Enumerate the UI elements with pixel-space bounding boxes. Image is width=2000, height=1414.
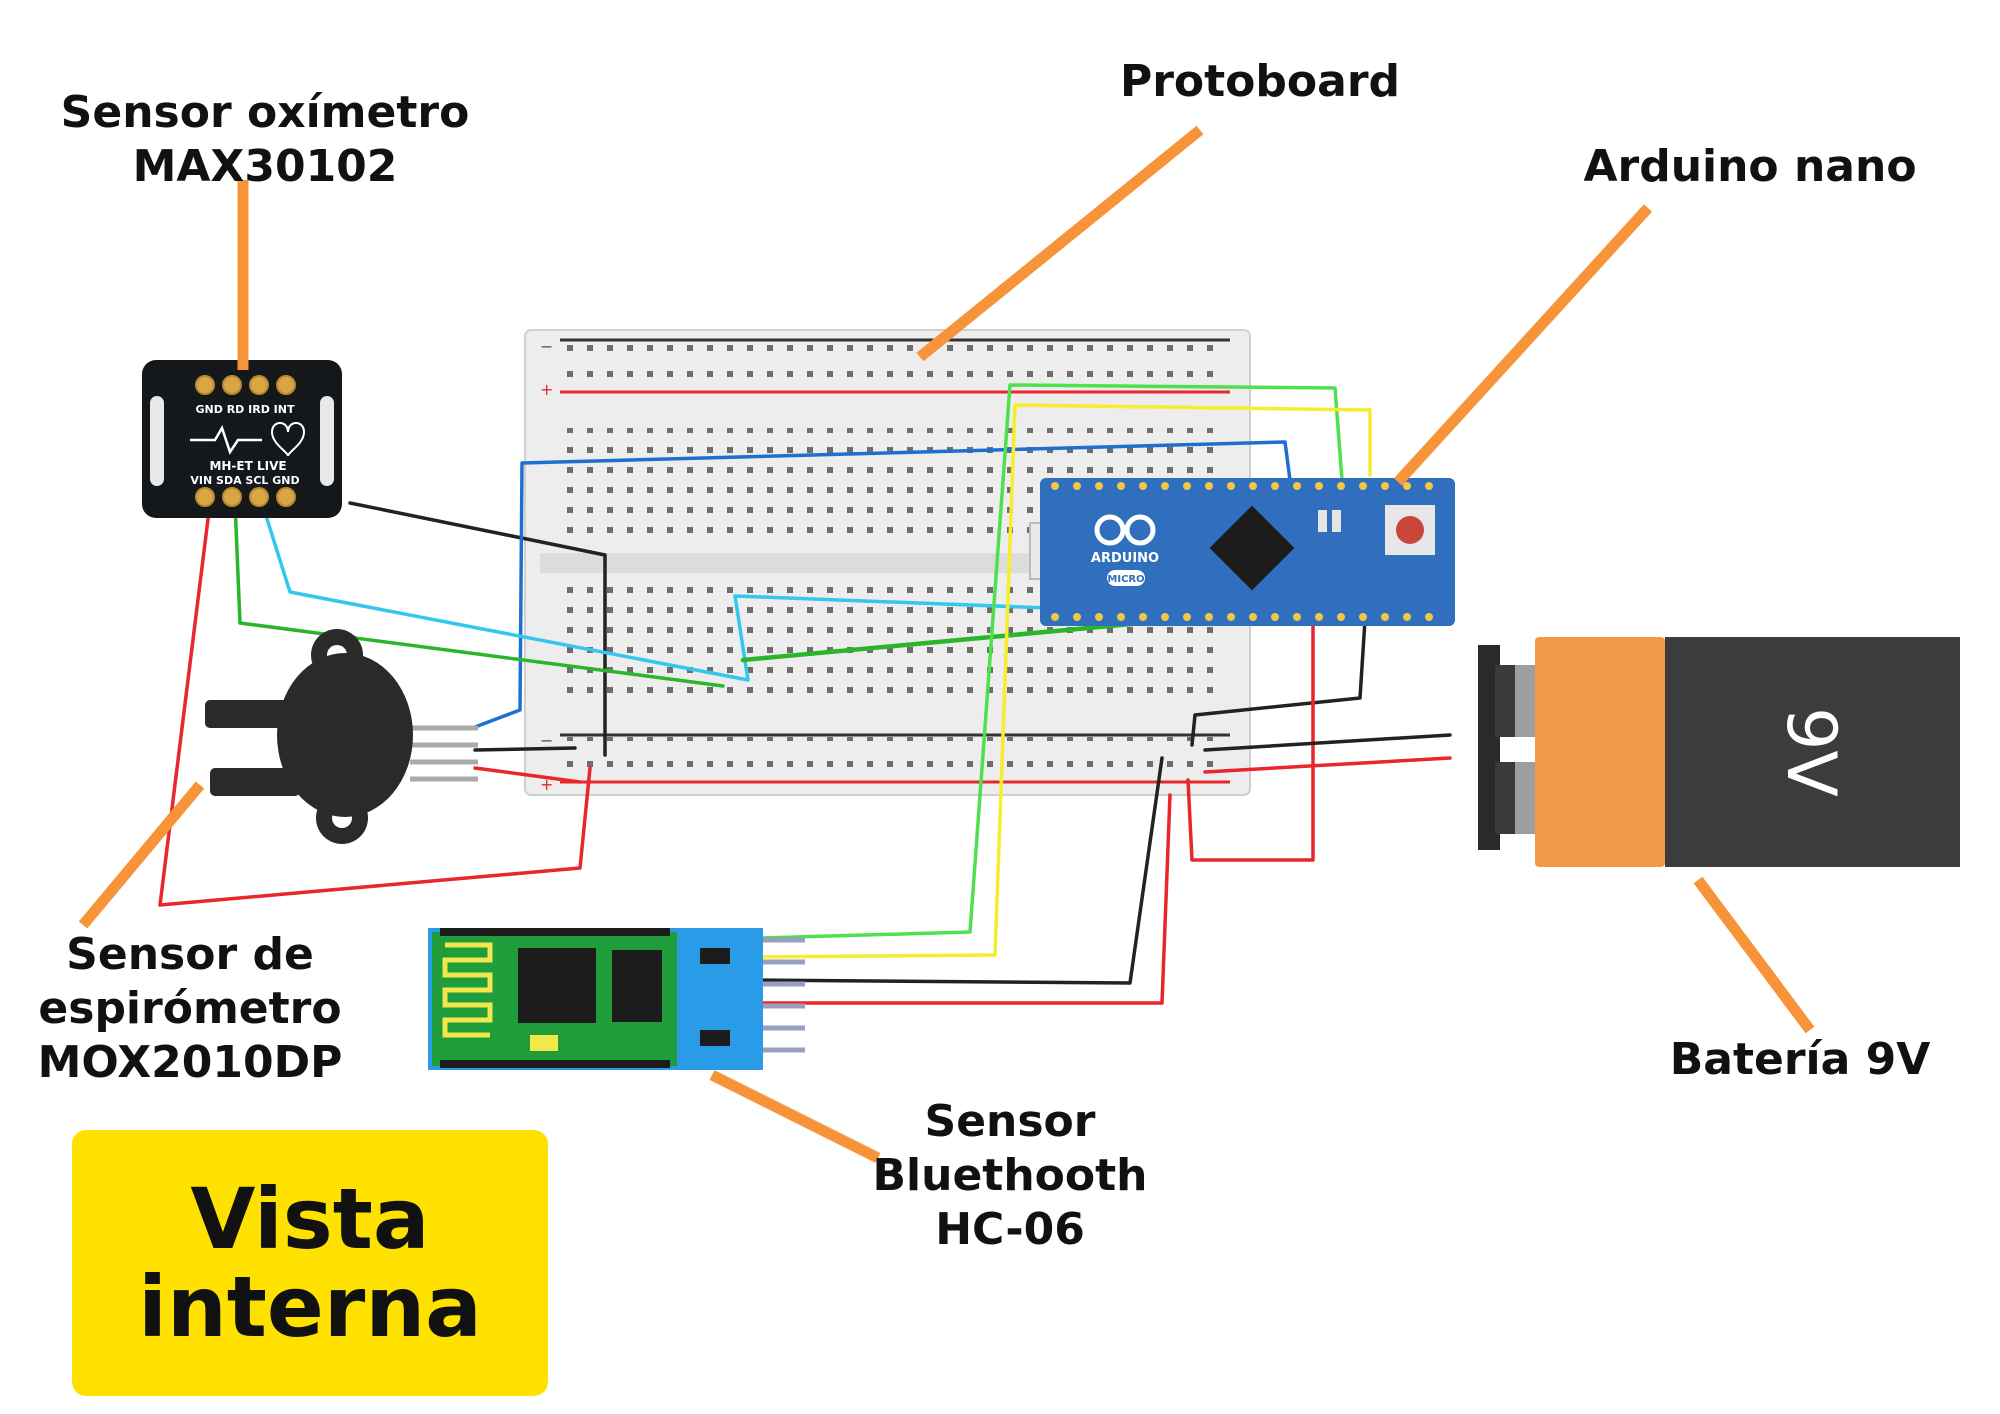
spirometer-port-top <box>205 700 295 728</box>
leader-bluetooth <box>709 1070 881 1163</box>
battery-body <box>1665 637 1960 867</box>
spirometer-port-bottom <box>210 768 300 796</box>
bluetooth-chip-secondary <box>612 950 662 1022</box>
leader-protoboard <box>916 125 1204 362</box>
wire-cyan <box>260 501 1050 682</box>
vista-interna-badge: Vista interna <box>72 1130 548 1396</box>
wire-black-spirometer <box>473 746 577 752</box>
wire-blue <box>473 440 1292 729</box>
wire-yellow-bluetooth <box>743 403 1372 959</box>
spirometer-sensor <box>205 629 478 844</box>
wire-black-oximeter-gnd <box>348 501 607 757</box>
wire-red-arduino <box>1186 621 1315 862</box>
heartbeat-icon <box>190 424 262 455</box>
svg-text:−: − <box>540 731 553 750</box>
arduino-model: MICRO <box>1107 574 1144 585</box>
label-bluetooth: Sensor Bluethooth HC-06 <box>872 1096 1148 1255</box>
antenna-icon <box>442 942 493 1038</box>
bluetooth-chip-main <box>518 948 596 1023</box>
leader-battery <box>1693 876 1815 1034</box>
battery-9v: 9V <box>1478 637 1960 867</box>
vista-line-1: Vista <box>190 1170 430 1268</box>
wire-black-arduino <box>1190 618 1367 747</box>
wire-red-battery <box>1203 756 1452 774</box>
label-spirometer: Sensor de espirómetro MOX2010DP <box>37 929 343 1088</box>
label-protoboard: Protoboard <box>1119 56 1401 107</box>
svg-text:+: + <box>540 380 553 399</box>
arduino-pins-bottom <box>1051 613 1433 621</box>
arduino-word: ARDUINO <box>1091 551 1159 566</box>
arduino-nano: ARDUINO MICRO <box>1029 478 1455 626</box>
heart-icon <box>270 422 306 457</box>
wire-black-bluetooth <box>746 756 1164 985</box>
label-arduino: Arduino nano <box>1583 141 1917 192</box>
wires <box>158 383 1452 1005</box>
wire-black-battery <box>1203 733 1452 752</box>
svg-text:−: − <box>540 337 553 356</box>
wire-lime-bluetooth <box>760 383 1344 940</box>
wire-green-oximeter <box>233 501 725 688</box>
leader-arduino <box>1393 204 1653 486</box>
battery-terminal-base <box>1478 645 1500 850</box>
wire-red-bluetooth <box>746 793 1172 1005</box>
wire-red-oximeter-vin <box>158 501 592 907</box>
oximeter-bottom-pins: VIN SDA SCL GND <box>190 474 299 487</box>
vista-line-2: interna <box>138 1258 482 1356</box>
oximeter-module: GND RD IRD INT MH-ET LIVE VIN SDA SCL GN… <box>142 360 342 518</box>
label-oximeter: Sensor oxímetro MAX30102 <box>60 87 470 192</box>
bluetooth-module <box>428 928 805 1070</box>
battery-orange-cap <box>1535 637 1665 867</box>
oximeter-brand: MH-ET LIVE <box>209 459 286 473</box>
label-battery: Batería 9V <box>1669 1034 1931 1085</box>
arduino-pins-top <box>1051 482 1433 490</box>
battery-voltage-text: 9V <box>1771 707 1850 797</box>
arduino-logo-icon <box>1094 514 1156 546</box>
leader-spirometer <box>78 781 205 929</box>
spirometer-body <box>277 653 413 817</box>
leader-lines <box>78 125 1815 1163</box>
wire-red-spirometer <box>473 766 582 784</box>
oximeter-top-pins: GND RD IRD INT <box>196 403 295 416</box>
